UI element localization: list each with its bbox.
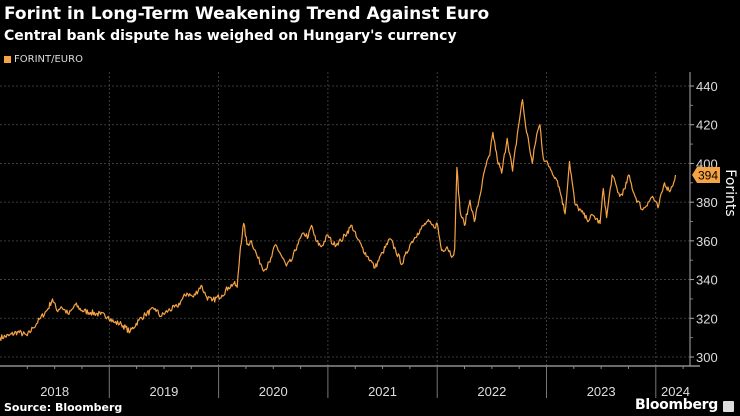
y-tick-label: 380 — [696, 195, 718, 210]
y-tick-label: 420 — [696, 118, 718, 133]
y-tick-label: 440 — [696, 79, 718, 94]
grid — [0, 72, 690, 366]
x-tick-label: 2019 — [149, 384, 178, 399]
x-tick-label: 2020 — [259, 384, 288, 399]
x-tick-label: 2022 — [477, 384, 506, 399]
last-value-badge-bg — [692, 167, 720, 184]
legend-swatch — [4, 56, 11, 63]
bloomberg-chart-icon — [723, 401, 734, 412]
last-value-badge: 394 — [692, 167, 720, 184]
y-tick-label: 320 — [696, 311, 718, 326]
x-tick-label: 2024 — [661, 384, 690, 399]
y-tick-label: 300 — [696, 350, 718, 365]
x-tick-label: 2021 — [368, 384, 397, 399]
y-tick-label: 360 — [696, 234, 718, 249]
bloomberg-logo: Bloomberg — [634, 397, 718, 413]
chart-title: Forint in Long-Term Weakening Trend Agai… — [4, 4, 490, 24]
legend-label: FORINT/EURO — [14, 54, 83, 65]
last-value-label: 394 — [698, 169, 718, 183]
chart-subtitle: Central bank dispute has weighed on Hung… — [4, 28, 457, 44]
source-note: Source: Bloomberg — [4, 401, 123, 414]
x-tick-label: 2023 — [587, 384, 616, 399]
legend: FORINT/EURO — [4, 54, 83, 65]
series-line-forint-euro — [0, 99, 677, 341]
y-tick-label: 340 — [696, 273, 718, 288]
y-axis-label: Forints — [722, 169, 738, 216]
x-tick-label: 2018 — [40, 384, 69, 399]
